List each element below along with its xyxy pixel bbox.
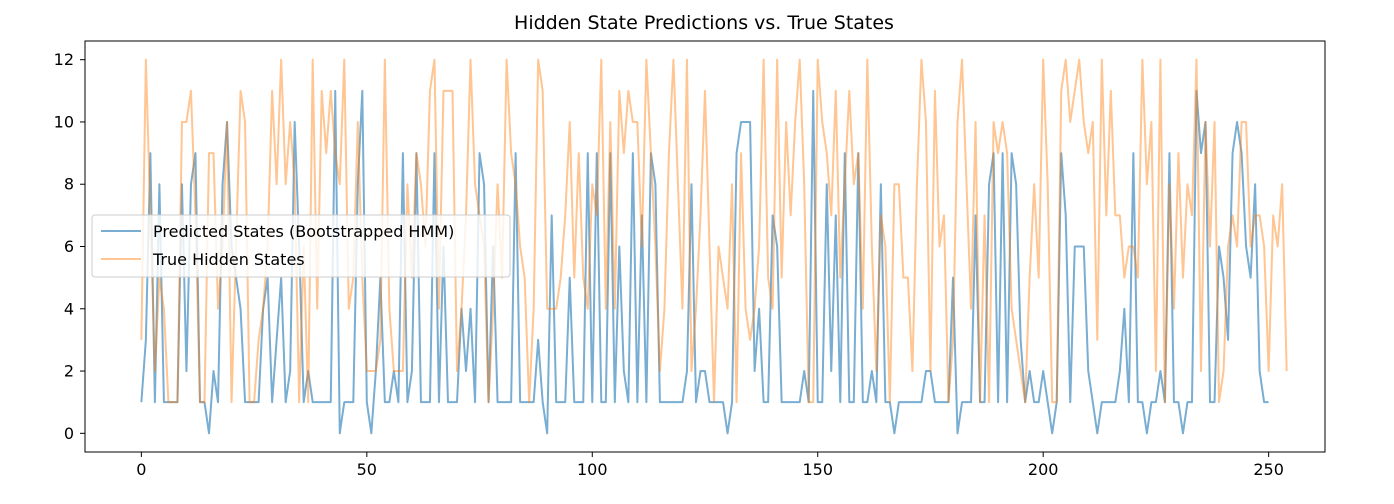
- x-tick-label: 100: [577, 460, 608, 479]
- legend-label-2: True Hidden States: [152, 250, 305, 269]
- x-tick-label: 0: [136, 460, 146, 479]
- series-layer: [140, 58, 1288, 435]
- y-tick-label: 4: [64, 299, 74, 318]
- y-tick-label: 0: [64, 424, 74, 443]
- legend: Predicted States (Bootstrapped HMM) True …: [91, 214, 511, 278]
- legend-label-1: Predicted States (Bootstrapped HMM): [153, 222, 454, 241]
- y-tick-label: 8: [64, 175, 74, 194]
- y-tick-label: 12: [54, 50, 74, 69]
- x-tick-label: 150: [802, 460, 833, 479]
- y-tick-label: 2: [64, 362, 74, 381]
- y-tick-label: 6: [64, 237, 74, 256]
- x-tick-label: 200: [1028, 460, 1059, 479]
- chart-title: Hidden State Predictions vs. True States: [514, 12, 894, 34]
- axis-ticks: 0 50 100 150 200 250 0 2 4 6 8 10 12: [54, 50, 1284, 479]
- y-tick-label: 10: [54, 112, 74, 131]
- legend-box: [91, 214, 511, 278]
- series-line-2: [140, 58, 1288, 404]
- x-tick-label: 50: [357, 460, 377, 479]
- series-line-1: [140, 89, 1269, 435]
- x-tick-label: 250: [1253, 460, 1284, 479]
